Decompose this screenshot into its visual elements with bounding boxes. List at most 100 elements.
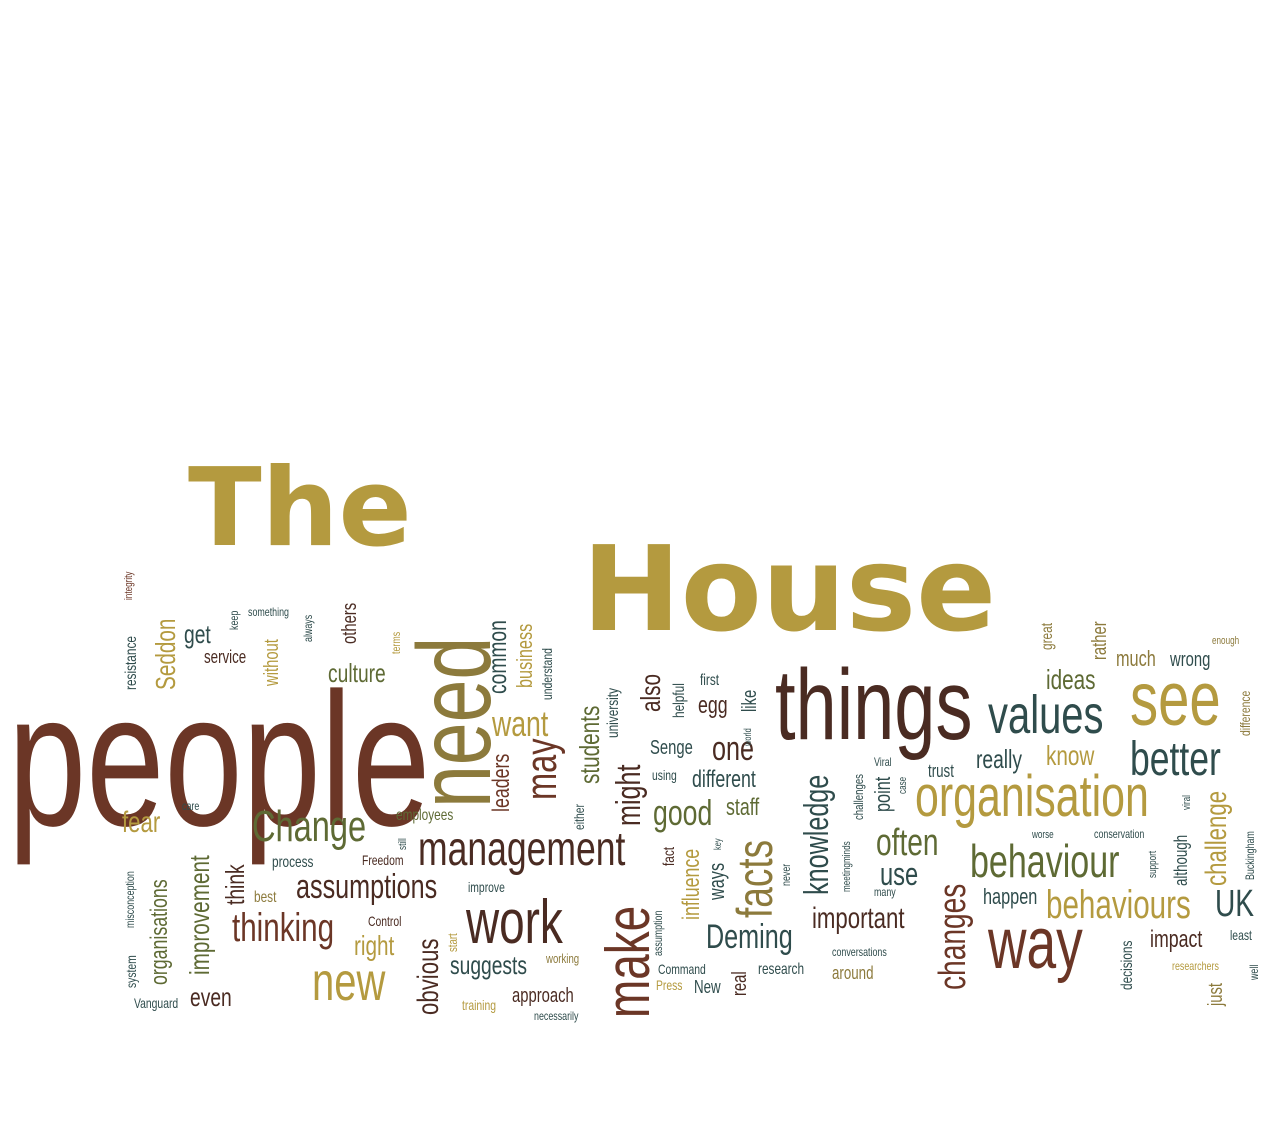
- word-case: case: [897, 776, 909, 794]
- word-Viral: Viral: [874, 755, 892, 769]
- word-might: might: [610, 764, 648, 826]
- word-much: much: [1116, 646, 1156, 671]
- word-terms: terms: [389, 631, 403, 654]
- word-without: without: [261, 639, 283, 686]
- word-worse: worse: [1032, 829, 1054, 841]
- word-necessarily: necessarily: [534, 1009, 579, 1023]
- word-difference: difference: [1237, 690, 1253, 736]
- word-values: values: [988, 685, 1104, 745]
- word-Buckingham: Buckingham: [1243, 831, 1257, 880]
- word-right: right: [354, 930, 395, 961]
- word-like: like: [739, 689, 761, 712]
- word-misconception: misconception: [123, 871, 137, 928]
- word-influence: influence: [678, 848, 705, 920]
- word-Deming: Deming: [706, 918, 793, 956]
- word-assumption: assumption: [651, 910, 665, 956]
- word-just: just: [1205, 982, 1227, 1006]
- word-resistance: resistance: [123, 636, 140, 690]
- word-employees: employees: [396, 807, 454, 824]
- word-UK: UK: [1215, 883, 1255, 925]
- word-really: really: [976, 744, 1022, 774]
- word-ideas: ideas: [1046, 664, 1096, 695]
- word-best: best: [254, 889, 277, 906]
- word-Senge: Senge: [650, 737, 693, 759]
- word-service: service: [204, 647, 247, 667]
- word-assumptions: assumptions: [296, 868, 438, 906]
- word-organisations: organisations: [146, 879, 173, 985]
- word-thinking: thinking: [232, 906, 335, 950]
- word-although: although: [1171, 834, 1191, 886]
- word-New: New: [694, 977, 721, 997]
- word-also: also: [635, 673, 666, 712]
- word-least: least: [1230, 927, 1252, 943]
- word-well: well: [1247, 964, 1261, 980]
- title-house: House: [582, 520, 997, 658]
- word-never: never: [779, 863, 793, 886]
- word-real: real: [729, 971, 751, 996]
- word-improve: improve: [468, 879, 505, 895]
- word-management: management: [418, 823, 626, 876]
- word-culture: culture: [328, 658, 386, 688]
- word-integrity: integrity: [123, 571, 135, 600]
- word-changes: changes: [932, 883, 974, 990]
- word-conservation: conservation: [1094, 827, 1145, 841]
- word-approach: approach: [512, 985, 574, 1007]
- word-new: new: [312, 952, 386, 1012]
- word-think: think: [220, 864, 250, 905]
- word-training: training: [462, 997, 496, 1013]
- title-the: The: [188, 446, 412, 571]
- word-things: things: [775, 649, 973, 761]
- word-obvious: obvious: [412, 938, 445, 1015]
- word-system: system: [123, 955, 139, 988]
- word-support: support: [1147, 850, 1159, 878]
- word-challenge: challenge: [1200, 790, 1233, 886]
- word-students: students: [574, 705, 605, 784]
- word-business: business: [512, 623, 537, 688]
- word-Command: Command: [658, 961, 706, 977]
- word-trust: trust: [928, 761, 954, 781]
- word-better: better: [1130, 733, 1221, 786]
- word-something: something: [248, 605, 289, 619]
- word-happen: happen: [983, 884, 1038, 909]
- word-often: often: [876, 822, 939, 864]
- word-Seddon: Seddon: [150, 618, 181, 690]
- word-wrong: wrong: [1170, 649, 1211, 671]
- word-point: point: [870, 776, 895, 812]
- word-Press: Press: [656, 977, 683, 993]
- word-fact: fact: [661, 846, 678, 866]
- word-key: key: [713, 838, 724, 850]
- word-want: want: [492, 703, 549, 744]
- word-impact: impact: [1150, 926, 1203, 953]
- word-many: many: [874, 885, 896, 899]
- word-work: work: [466, 888, 563, 957]
- word-process: process: [272, 854, 314, 871]
- word-may: may: [517, 738, 566, 800]
- word-Vanguard: Vanguard: [134, 995, 179, 1011]
- word-suggests: suggests: [450, 950, 528, 980]
- word-either: either: [571, 804, 587, 830]
- word-rather: rather: [1089, 621, 1111, 660]
- word-university: university: [605, 687, 622, 738]
- word-challenges: challenges: [851, 774, 866, 820]
- word-common: common: [482, 620, 512, 694]
- word-organisation: organisation: [915, 764, 1149, 829]
- word-different: different: [692, 766, 756, 793]
- word-conversations: conversations: [832, 945, 887, 959]
- word-working: working: [546, 951, 580, 966]
- word-improvement: improvement: [184, 855, 215, 975]
- word-one: one: [712, 730, 754, 768]
- word-fear: fear: [122, 806, 161, 839]
- word-start: start: [445, 933, 460, 952]
- word-know: know: [1046, 740, 1095, 771]
- word-decisions: decisions: [1119, 940, 1136, 990]
- word-others: others: [339, 602, 361, 644]
- word-enough: enough: [1212, 635, 1240, 647]
- word-Freedom: Freedom: [362, 852, 404, 868]
- word-using: using: [652, 767, 677, 783]
- word-helpful: helpful: [671, 683, 688, 718]
- word-world: world: [743, 728, 754, 746]
- word-meetingminds: meetingminds: [841, 841, 853, 892]
- word-viral: viral: [1181, 795, 1193, 810]
- word-always: always: [301, 614, 315, 642]
